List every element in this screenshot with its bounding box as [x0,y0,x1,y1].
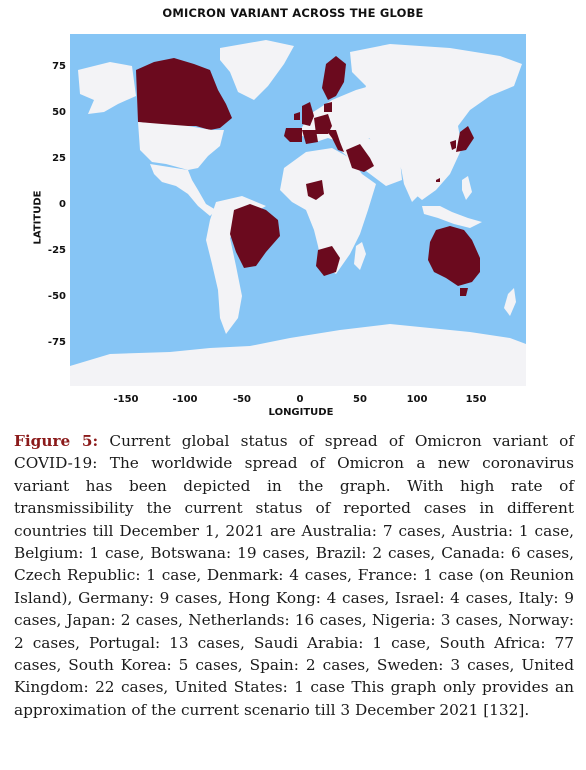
y-tick-label: 25 [52,153,66,164]
x-tick-label: -100 [172,394,198,405]
country-uk [302,102,314,126]
country-usa [138,122,224,170]
land-madagascar [354,242,366,270]
y-tick-label: 0 [59,199,66,210]
land-india [400,158,428,202]
land-asia [350,44,522,200]
x-tick-label: -50 [232,394,252,405]
land-greenland [220,40,294,100]
y-tick-label: -50 [47,291,66,302]
country-hong-kong [436,178,440,182]
country-tasmania [460,288,468,296]
land-africa [280,148,376,274]
country-nigeria [306,180,324,200]
x-tick-label: 50 [353,394,367,405]
country-canada [136,58,232,130]
y-tick-label: -75 [47,337,66,348]
country-australia [428,226,480,286]
country-ireland [294,112,300,120]
country-france [302,130,318,144]
country-sweden-norway [322,56,346,100]
x-tick-label: 100 [406,394,428,405]
country-south-korea [450,140,456,150]
land-antarctica [70,324,526,386]
country-saudi-arabia [346,144,374,172]
country-denmark [324,102,332,112]
land-indonesia [422,206,482,228]
world-map-svg [70,34,526,386]
country-brazil [230,204,280,268]
country-netherlands-belgium-germany [314,114,332,134]
land-new-zealand [504,288,516,316]
country-south-africa-botswana [316,246,340,276]
x-tick-label: -150 [113,394,139,405]
x-axis-label: LONGITUDE [268,407,334,418]
x-tick-label: 0 [296,394,304,405]
land-mexico [150,164,216,216]
figure-caption-lead: Figure 5: [14,432,99,450]
figure-caption: Figure 5: Current global status of sprea… [14,430,574,721]
world-map [70,34,526,386]
y-tick-label: -25 [47,245,66,256]
y-tick-label: 50 [52,107,66,118]
land-philippines [462,176,472,200]
x-tick-label: 150 [465,394,487,405]
country-japan [456,126,474,152]
country-spain-portugal [284,128,302,142]
y-tick-label: 75 [52,61,66,72]
country-italy-austria [326,130,344,152]
map-title: OMICRON VARIANT ACROSS THE GLOBE [162,6,424,20]
land-south-america [206,196,266,334]
land-alaska [78,62,136,114]
figure-caption-text: Current global status of spread of Omicr… [14,432,575,719]
y-axis-label: LATITUDE [32,190,44,245]
